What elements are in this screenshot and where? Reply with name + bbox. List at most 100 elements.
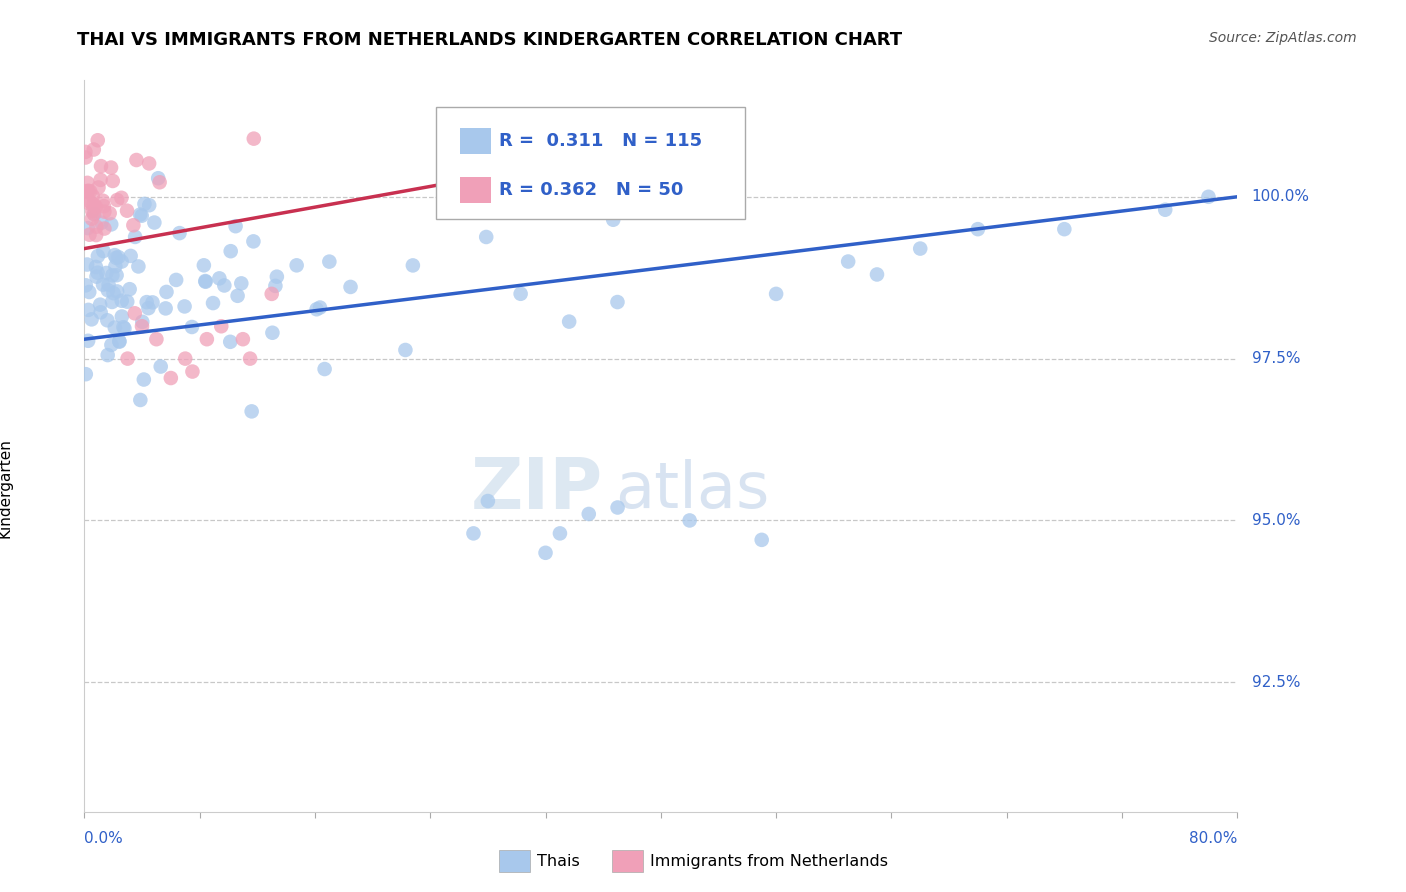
Point: [90, 305, 112, 319]
Point: [101, 268, 124, 283]
Point: [77, 184, 100, 198]
Point: [91, 194, 114, 208]
Point: [117, 351, 139, 366]
Point: [111, 293, 134, 308]
Point: [89, 298, 111, 312]
Point: [606, 500, 628, 515]
Point: [209, 319, 232, 334]
Point: [225, 219, 247, 234]
Point: [122, 219, 145, 233]
Point: [143, 215, 166, 229]
Point: [837, 254, 859, 268]
Point: [135, 295, 157, 310]
Point: [202, 296, 225, 310]
Point: [101, 295, 124, 310]
Point: [239, 351, 262, 366]
Point: [318, 254, 340, 268]
Point: [765, 286, 787, 301]
Point: [181, 365, 204, 379]
Point: [155, 285, 177, 299]
Point: [534, 546, 557, 560]
Text: R =  0.311   N = 115: R = 0.311 N = 115: [499, 132, 702, 150]
Point: [100, 161, 122, 175]
Point: [124, 306, 146, 320]
Point: [129, 208, 152, 222]
Point: [173, 300, 195, 314]
Point: [104, 260, 127, 274]
Point: [90, 216, 112, 230]
Text: Thais: Thais: [537, 855, 579, 869]
Point: [96, 313, 118, 327]
Text: 100.0%: 100.0%: [1251, 189, 1310, 204]
Point: [83, 207, 105, 221]
Point: [76, 176, 98, 190]
Point: [105, 251, 128, 265]
Point: [111, 310, 134, 324]
Point: [751, 533, 773, 547]
Point: [98, 206, 121, 220]
Point: [145, 332, 167, 346]
Point: [463, 526, 485, 541]
Point: [115, 203, 138, 218]
Point: [84, 260, 107, 274]
Point: [77, 302, 100, 317]
Point: [77, 285, 100, 299]
Text: 80.0%: 80.0%: [1189, 831, 1237, 847]
Point: [231, 277, 253, 291]
Point: [79, 227, 101, 242]
Point: [194, 274, 217, 288]
Point: [84, 228, 107, 243]
Point: [115, 294, 138, 309]
Point: [118, 282, 141, 296]
Point: [548, 526, 571, 541]
Point: [138, 301, 160, 315]
Point: [131, 319, 153, 334]
Point: [75, 145, 97, 159]
Point: [120, 249, 142, 263]
Point: [285, 258, 308, 272]
Point: [108, 334, 131, 349]
Point: [155, 301, 177, 316]
Point: [87, 133, 110, 147]
Point: [79, 184, 101, 198]
Point: [93, 199, 115, 213]
Point: [1053, 222, 1076, 236]
Point: [266, 269, 288, 284]
Point: [96, 266, 118, 280]
Point: [1154, 202, 1177, 217]
Text: Source: ZipAtlas.com: Source: ZipAtlas.com: [1209, 31, 1357, 45]
Point: [606, 295, 628, 310]
Point: [77, 334, 100, 348]
Point: [90, 173, 112, 187]
Point: [910, 242, 932, 256]
Point: [104, 320, 127, 334]
Point: [165, 273, 187, 287]
Point: [149, 175, 172, 189]
Point: [314, 362, 336, 376]
Text: 97.5%: 97.5%: [1251, 351, 1301, 366]
Point: [219, 334, 242, 349]
Point: [86, 269, 108, 284]
Point: [100, 218, 122, 232]
Point: [208, 271, 231, 285]
Point: [169, 226, 191, 240]
Point: [339, 280, 361, 294]
Point: [141, 295, 163, 310]
Point: [84, 200, 107, 214]
Point: [82, 189, 104, 203]
Point: [131, 209, 153, 223]
Point: [232, 332, 254, 346]
Point: [77, 196, 100, 211]
Point: [101, 174, 124, 188]
Point: [105, 285, 128, 299]
Point: [264, 279, 287, 293]
Point: [129, 392, 152, 407]
Point: [105, 193, 128, 207]
Point: [127, 260, 149, 274]
Text: THAI VS IMMIGRANTS FROM NETHERLANDS KINDERGARTEN CORRELATION CHART: THAI VS IMMIGRANTS FROM NETHERLANDS KIND…: [77, 31, 903, 49]
Point: [82, 204, 104, 219]
Text: ZIP: ZIP: [471, 456, 603, 524]
Point: [967, 222, 990, 236]
Text: 0.0%: 0.0%: [84, 831, 124, 847]
Point: [132, 372, 155, 386]
